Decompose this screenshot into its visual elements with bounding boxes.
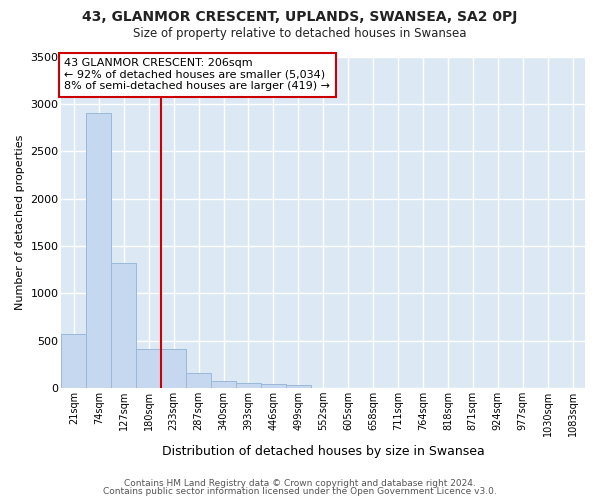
Bar xyxy=(136,349,161,388)
Y-axis label: Number of detached properties: Number of detached properties xyxy=(15,134,25,310)
Text: Size of property relative to detached houses in Swansea: Size of property relative to detached ho… xyxy=(133,28,467,40)
Bar xyxy=(186,373,211,388)
Text: Contains HM Land Registry data © Crown copyright and database right 2024.: Contains HM Land Registry data © Crown c… xyxy=(124,478,476,488)
Bar xyxy=(261,384,286,388)
Text: Contains public sector information licensed under the Open Government Licence v3: Contains public sector information licen… xyxy=(103,487,497,496)
Bar xyxy=(236,384,261,388)
Bar xyxy=(161,349,186,388)
Bar xyxy=(86,114,112,388)
Text: 43 GLANMOR CRESCENT: 206sqm
← 92% of detached houses are smaller (5,034)
8% of s: 43 GLANMOR CRESCENT: 206sqm ← 92% of det… xyxy=(64,58,330,92)
Bar xyxy=(286,385,311,388)
X-axis label: Distribution of detached houses by size in Swansea: Distribution of detached houses by size … xyxy=(162,444,485,458)
Bar xyxy=(112,263,136,388)
Bar xyxy=(61,334,86,388)
Bar xyxy=(211,381,236,388)
Text: 43, GLANMOR CRESCENT, UPLANDS, SWANSEA, SA2 0PJ: 43, GLANMOR CRESCENT, UPLANDS, SWANSEA, … xyxy=(82,10,518,24)
